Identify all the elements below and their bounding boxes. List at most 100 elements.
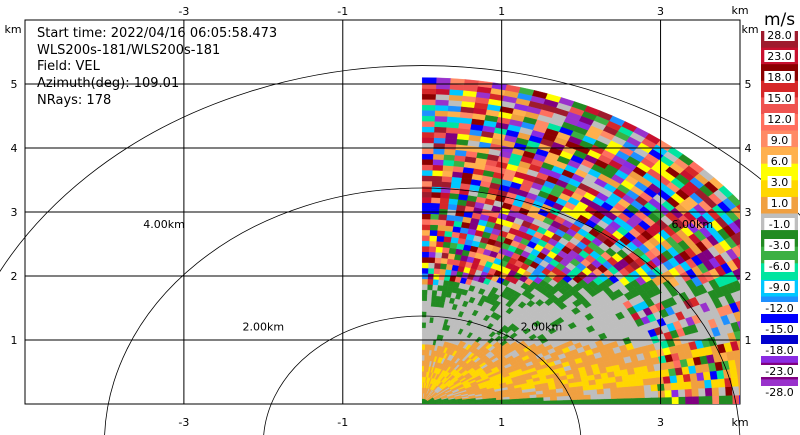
velocity-gate bbox=[422, 262, 429, 269]
velocity-gate bbox=[438, 273, 446, 281]
velocity-gate bbox=[590, 398, 599, 404]
velocity-gate bbox=[746, 347, 755, 357]
colorbar-label-bg bbox=[767, 176, 792, 188]
velocity-gate bbox=[677, 388, 686, 398]
x-tick-label-top: 3 bbox=[657, 5, 664, 18]
velocity-gate bbox=[429, 224, 439, 231]
colorbar-label-bg bbox=[767, 134, 792, 146]
velocity-gate bbox=[422, 213, 431, 220]
velocity-gate bbox=[664, 396, 673, 404]
velocity-gate bbox=[432, 164, 444, 171]
velocity-gate bbox=[736, 243, 740, 250]
velocity-gate bbox=[711, 387, 720, 397]
velocity-gate bbox=[432, 159, 444, 166]
instrument-label: WLS200s-181/WLS200s-181 bbox=[37, 43, 221, 58]
velocity-gate bbox=[536, 396, 544, 402]
colorbar-label-bg bbox=[764, 50, 795, 62]
velocity-gate bbox=[737, 278, 740, 285]
velocity-gate bbox=[440, 186, 451, 194]
colorbar-label-bg bbox=[764, 92, 795, 104]
velocity-gate bbox=[739, 310, 740, 313]
velocity-gate bbox=[697, 379, 706, 389]
velocity-gate bbox=[431, 289, 438, 297]
velocity-gate bbox=[444, 137, 458, 145]
colorbar-label-bg bbox=[764, 281, 795, 293]
velocity-gate bbox=[603, 387, 612, 395]
velocity-gate bbox=[428, 256, 436, 264]
velocity-gate bbox=[738, 217, 740, 220]
axis-ticks: -3 -3 -1 -1 1 1 3 3 1 1 2 2 3 3 4 4 5 5 km km km km bbox=[4, 4, 758, 429]
velocity-gate bbox=[422, 289, 428, 296]
velocity-gate bbox=[422, 158, 434, 166]
velocity-gate bbox=[422, 131, 435, 138]
velocity-gate bbox=[444, 269, 452, 276]
velocity-gate bbox=[437, 213, 448, 221]
start-time-label: Start time: 2022/04/16 06:05:58.473 bbox=[37, 26, 278, 41]
velocity-gate bbox=[422, 229, 431, 236]
velocity-gate bbox=[671, 396, 680, 404]
velocity-gate bbox=[422, 284, 428, 290]
colorbar-tick-label: -6.0 bbox=[769, 260, 790, 273]
velocity-gate bbox=[649, 377, 658, 385]
velocity-gate bbox=[602, 382, 611, 389]
velocity-gate bbox=[422, 109, 436, 117]
velocity-gate bbox=[743, 367, 751, 377]
velocity-gate bbox=[704, 379, 713, 389]
velocity-gate bbox=[443, 154, 455, 161]
colorbar-label-bg bbox=[764, 239, 795, 251]
velocity-gate bbox=[636, 384, 645, 393]
velocity-gate bbox=[435, 93, 450, 101]
velocity-gate bbox=[422, 191, 432, 198]
velocity-gate bbox=[433, 121, 447, 128]
velocity-gate bbox=[704, 387, 713, 397]
velocity-gate bbox=[443, 236, 452, 243]
velocity-gate bbox=[744, 252, 756, 264]
colorbar-unit-label: m/s bbox=[764, 10, 796, 30]
velocity-gate bbox=[422, 354, 425, 361]
velocity-gate bbox=[684, 388, 693, 397]
colorbar-tick-label: 23.0 bbox=[767, 50, 792, 63]
velocity-gate bbox=[435, 88, 450, 95]
colorbar-label-bg bbox=[764, 71, 795, 83]
velocity-gate bbox=[422, 235, 430, 242]
velocity-gate bbox=[734, 358, 740, 369]
velocity-gate bbox=[432, 153, 445, 161]
velocity-gate bbox=[431, 175, 443, 182]
velocity-gate bbox=[435, 295, 442, 302]
velocity-gate bbox=[422, 137, 435, 144]
velocity-gate bbox=[717, 378, 726, 388]
velocity-gate bbox=[434, 99, 449, 106]
velocity-gate bbox=[434, 115, 448, 123]
colorbar-tick-label: 1.0 bbox=[771, 197, 789, 210]
velocity-gate bbox=[736, 289, 740, 298]
velocity-gate bbox=[439, 263, 447, 270]
velocity-gate bbox=[678, 396, 686, 404]
colorbar-tick-label: -12.0 bbox=[765, 302, 793, 315]
velocity-gate bbox=[642, 378, 651, 386]
velocity-gate bbox=[422, 300, 427, 307]
y-tick-label-left: 1 bbox=[11, 334, 18, 347]
velocity-gate bbox=[427, 267, 435, 275]
velocity-gate bbox=[644, 397, 653, 404]
velocity-gate bbox=[432, 278, 439, 286]
velocity-gate bbox=[432, 273, 440, 280]
velocity-gate bbox=[742, 298, 753, 309]
x-tick-label-bottom: 3 bbox=[657, 416, 664, 429]
velocity-gate bbox=[743, 318, 753, 329]
velocity-gate bbox=[725, 386, 733, 396]
range-rings: 2.00km 4.00km 2.00km 6.00km bbox=[0, 65, 800, 435]
velocity-gate bbox=[622, 380, 631, 388]
velocity-gate bbox=[439, 197, 450, 205]
y-tick-label-left: 5 bbox=[11, 78, 18, 91]
velocity-gate bbox=[730, 377, 740, 387]
velocity-gate bbox=[676, 374, 685, 383]
velocity-gate bbox=[427, 262, 435, 269]
velocity-gate bbox=[753, 395, 760, 405]
velocity-gate bbox=[748, 296, 759, 307]
velocity-gate bbox=[650, 383, 659, 392]
velocity-gate bbox=[698, 395, 707, 404]
velocity-gate bbox=[435, 240, 444, 248]
velocity-gate bbox=[425, 316, 431, 323]
x-tick-label-top: 1 bbox=[498, 5, 505, 18]
velocity-gate bbox=[430, 197, 441, 204]
